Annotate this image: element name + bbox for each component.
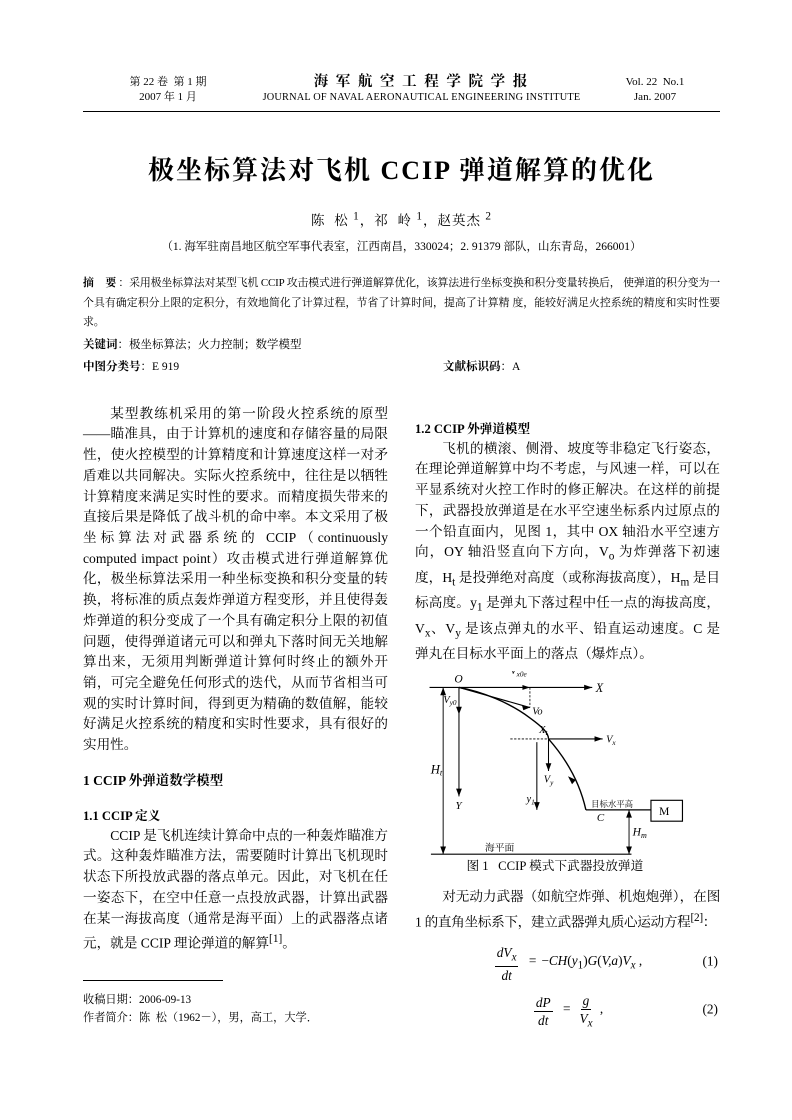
svg-text:Vx0e: Vx0e	[510, 671, 527, 678]
svg-text:图 1 CCIP 模式下武器投放弹道: 图 1 CCIP 模式下武器投放弹道	[466, 858, 643, 871]
svg-text:Y: Y	[455, 800, 463, 812]
svg-text:Vy0: Vy0	[443, 695, 457, 707]
svg-text:X: X	[594, 681, 603, 695]
svg-text:目标水平高: 目标水平高	[591, 799, 633, 809]
svg-text:C: C	[596, 812, 604, 824]
svg-text:M: M	[659, 806, 669, 818]
svg-text:Vo: Vo	[532, 706, 542, 717]
svg-text:Xt: Xt	[538, 725, 548, 737]
svg-text:Vx: Vx	[606, 734, 616, 746]
svg-text:Vy: Vy	[543, 774, 553, 786]
svg-text:y1: y1	[525, 794, 534, 806]
svg-text:Hm: Hm	[631, 826, 646, 839]
svg-text:海平面: 海平面	[484, 841, 514, 854]
svg-text:Ht: Ht	[429, 762, 442, 777]
svg-text:O: O	[454, 673, 463, 685]
